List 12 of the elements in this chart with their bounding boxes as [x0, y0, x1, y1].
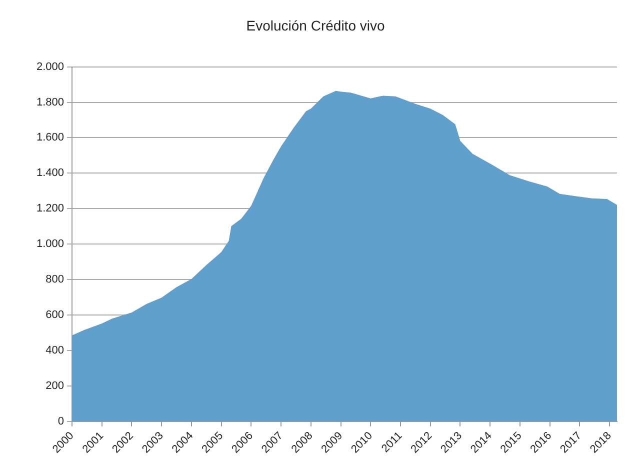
y-tick-label: 1.000 — [36, 238, 64, 250]
y-tick-label: 1.400 — [36, 167, 64, 180]
y-tick-label: 1.800 — [36, 96, 64, 108]
y-tick-label: 400 — [46, 344, 64, 356]
y-tick-label: 600 — [46, 309, 64, 322]
y-tick-label: 2.000 — [36, 60, 64, 73]
y-tick-label: 200 — [46, 380, 64, 392]
chart-title: Evolución Crédito vivo — [246, 17, 385, 34]
y-tick-label: 800 — [46, 274, 64, 286]
y-tick-label: 1.600 — [36, 132, 64, 144]
y-tick-label: 0 — [58, 415, 64, 428]
y-tick-label: 1.200 — [36, 202, 64, 215]
